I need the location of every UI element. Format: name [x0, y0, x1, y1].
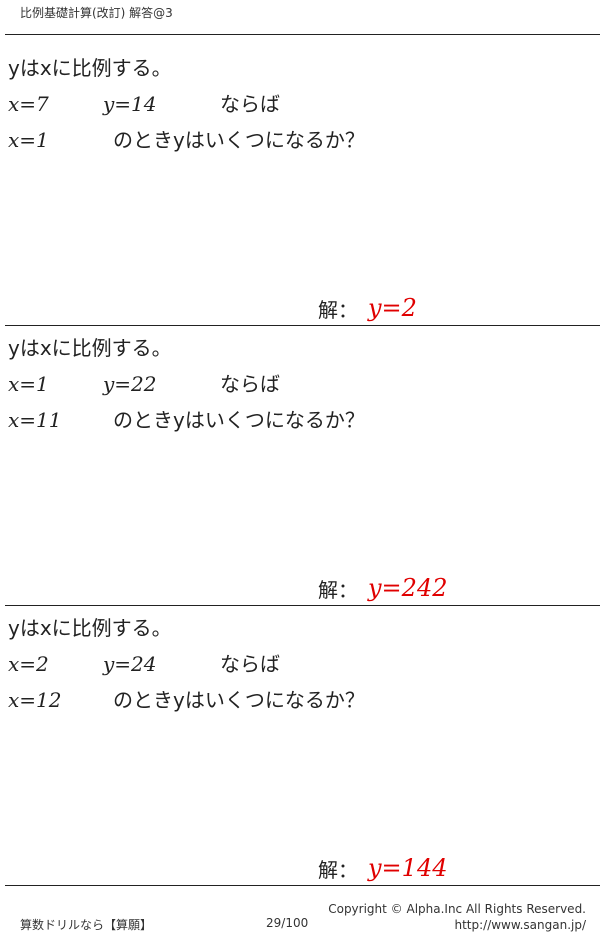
question: のときyはいくつになるか？ [113, 688, 365, 712]
given-y: y=24 [103, 652, 157, 676]
copyright: Copyright © Alpha.Inc All Rights Reserve… [328, 902, 586, 916]
divider [5, 885, 600, 886]
problem-3: yはxに比例する。 x=2 y=24 ならば x=12 のときyはいくつになるか… [0, 596, 600, 886]
answer-label: 解： [318, 298, 358, 322]
question: のときyはいくつになるか？ [113, 128, 365, 152]
divider [5, 605, 600, 606]
problem-1: yはxに比例する。 x=7 y=14 ならば x=1 のときyはいくつになるか？… [0, 36, 600, 326]
query-x: x=1 [8, 128, 49, 152]
problem-2: yはxに比例する。 x=1 y=22 ならば x=11 のときyはいくつになるか… [0, 316, 600, 606]
divider [5, 34, 600, 35]
given-x: x=7 [8, 92, 49, 116]
answer: y=144 [368, 854, 448, 882]
given-x: x=1 [8, 372, 49, 396]
answer: y=2 [368, 294, 417, 322]
answer-label: 解： [318, 578, 358, 602]
given-x: x=2 [8, 652, 49, 676]
condition: ならば [220, 92, 280, 116]
query-x: x=12 [8, 688, 62, 712]
page-number: 29/100 [266, 916, 309, 930]
condition: ならば [220, 652, 280, 676]
given-y: y=22 [103, 372, 157, 396]
statement: yはxに比例する。 [8, 56, 172, 80]
answer: y=242 [368, 574, 448, 602]
site-url[interactable]: http://www.sangan.jp/ [454, 918, 586, 932]
question: のときyはいくつになるか？ [113, 408, 365, 432]
query-x: x=11 [8, 408, 62, 432]
statement: yはxに比例する。 [8, 336, 172, 360]
footer-brand: 算数ドリルなら【算願】 [20, 918, 153, 932]
statement: yはxに比例する。 [8, 616, 172, 640]
condition: ならば [220, 372, 280, 396]
divider [5, 325, 600, 326]
answer-label: 解： [318, 858, 358, 882]
worksheet-title: 比例基礎計算(改訂) 解答@3 [20, 6, 173, 20]
given-y: y=14 [103, 92, 157, 116]
